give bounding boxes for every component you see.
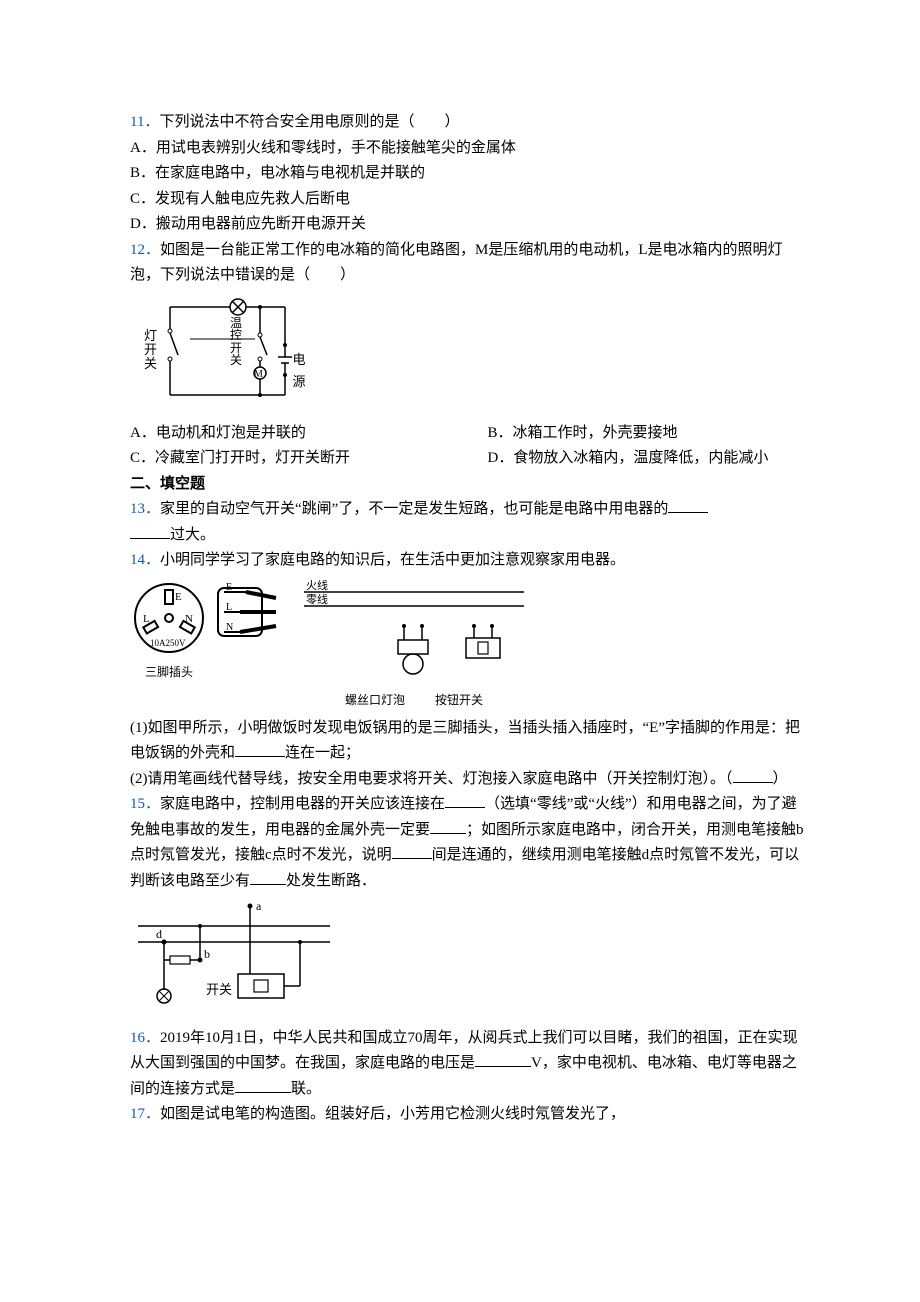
question-14: 14．小明同学学习了家庭电路的知识后，在生活中更加注意观察家用电器。 E L N… [130, 548, 805, 792]
fire-label: 火线 [306, 580, 328, 592]
power-label: 电源 [288, 349, 310, 393]
question-17: 17．如图是试电笔的构造图。组装好后，小芳用它检测火线时氖管发光了， [130, 1102, 805, 1128]
q13-blank2 [130, 523, 170, 539]
neutral-label: 零线 [306, 592, 328, 606]
question-16: 16．2019年10月1日，中华人民共和国成立70周年，从阅兵式上我们可以目睹，… [130, 1026, 805, 1103]
q11-number: 11． [130, 114, 159, 130]
household-circuit: 火线 零线 [294, 580, 534, 710]
plug-E-label: E [175, 591, 182, 603]
q14-number: 14． [130, 552, 160, 568]
q12-optC: C．冷藏室门打开时，灯开关断开 [130, 446, 448, 472]
page: 11．下列说法中不符合安全用电原则的是（ ） A．用试电表辨别火线和零线时，手不… [0, 0, 920, 1302]
q16-blank2 [235, 1077, 291, 1093]
q14-figure: E L N 10A250V 三脚插头 E L [130, 580, 805, 710]
question-13: 13．家里的自动空气开关“跳闸”了，不一定是发生短路，也可能是电路中用电器的 过… [130, 497, 805, 548]
section-2-title: 二、填空题 [130, 472, 805, 498]
temp-switch-label: 温 控 开 关 [230, 317, 242, 367]
q15-blank1 [445, 792, 485, 808]
q11-optB: B．在家庭电路中，电冰箱与电视机是并联的 [130, 161, 805, 187]
q16-number: 16． [130, 1030, 160, 1046]
plug-L-label: L [143, 613, 150, 625]
svg-text:N: N [226, 622, 233, 633]
lamp-switch-label: 灯 开 关 [144, 329, 157, 372]
svg-text:E: E [226, 582, 232, 593]
q15-circuit-diagram: a d b [130, 900, 805, 1020]
q16-blank1 [475, 1051, 531, 1067]
q12-optA: A．电动机和灯泡是并联的 [130, 421, 448, 447]
question-12: 12．如图是一台能正常工作的电冰箱的简化电路图，M是压缩机用的电动机，L是电冰箱… [130, 238, 805, 472]
q14-stem: 小明同学学习了家庭电路的知识后，在生活中更加注意观察家用电器。 [160, 552, 625, 568]
q12-options-row2: C．冷藏室门打开时，灯开关断开 D．食物放入冰箱内，温度降低，内能减小 [130, 446, 805, 472]
q12-options-row1: A．电动机和灯泡是并联的 B．冰箱工作时，外壳要接地 [130, 421, 805, 447]
label-a: a [256, 900, 262, 913]
label-d: d [156, 927, 162, 941]
q11-stem: 下列说法中不符合安全用电原则的是（ ） [159, 114, 459, 130]
q15-blank4 [250, 869, 286, 885]
q11-optD: D．搬动用电器前应先断开电源开关 [130, 212, 805, 238]
q14-blank2 [733, 767, 773, 783]
q14-part2: (2)请用笔画线代替导线，按安全用电要求将开关、灯泡接入家庭电路中（开关控制灯泡… [130, 767, 805, 793]
q17-number: 17． [130, 1106, 160, 1122]
switch-label: 开关 [206, 982, 232, 997]
q12-optD: D．食物放入冰箱内，温度降低，内能减小 [488, 446, 806, 472]
plug-N-label: N [185, 613, 193, 625]
q15-blank3 [392, 843, 432, 859]
plug-caption: 三脚插头 [130, 662, 208, 682]
q12-stem: 如图是一台能正常工作的电冰箱的简化电路图，M是压缩机用的电动机，L是电冰箱内的照… [130, 242, 783, 284]
q12-optB: B．冰箱工作时，外壳要接地 [488, 421, 806, 447]
q15-number: 15． [130, 796, 160, 812]
motor-label: M [254, 366, 263, 383]
question-15: 15．家庭电路中，控制用电器的开关应该连接在（选填“零线”或“火线”）和用电器之… [130, 792, 805, 1020]
svg-text:L: L [226, 602, 232, 613]
bulb-caption: 螺丝口灯泡 [345, 690, 405, 710]
q15-blank2 [430, 818, 466, 834]
plug-rating: 10A250V [150, 638, 186, 648]
q13-number: 13． [130, 501, 160, 517]
plug-face: E L N 10A250V 三脚插头 [130, 580, 208, 682]
q12-number: 12． [130, 242, 160, 258]
switch-caption: 按钮开关 [435, 690, 483, 710]
q11-optC: C．发现有人触电应先救人后断电 [130, 187, 805, 213]
q14-blank1 [235, 741, 285, 757]
q14-part1: (1)如图甲所示，小明做饭时发现电饭锅用的是三脚插头，当插头插入插座时，“E”字… [130, 716, 805, 767]
q13-blank1 [668, 497, 708, 513]
q13-t2: 过大。 [170, 527, 215, 543]
q11-optA: A．用试电表辨别火线和零线时，手不能接触笔尖的金属体 [130, 136, 805, 162]
q12-circuit-diagram: 灯 开 关 温 控 开 关 M 电源 [130, 295, 310, 415]
label-b: b [204, 947, 210, 961]
question-11: 11．下列说法中不符合安全用电原则的是（ ） A．用试电表辨别火线和零线时，手不… [130, 110, 805, 238]
q13-t1: 家里的自动空气开关“跳闸”了，不一定是发生短路，也可能是电路中用电器的 [160, 501, 668, 517]
plug-back: E L N [216, 580, 286, 662]
